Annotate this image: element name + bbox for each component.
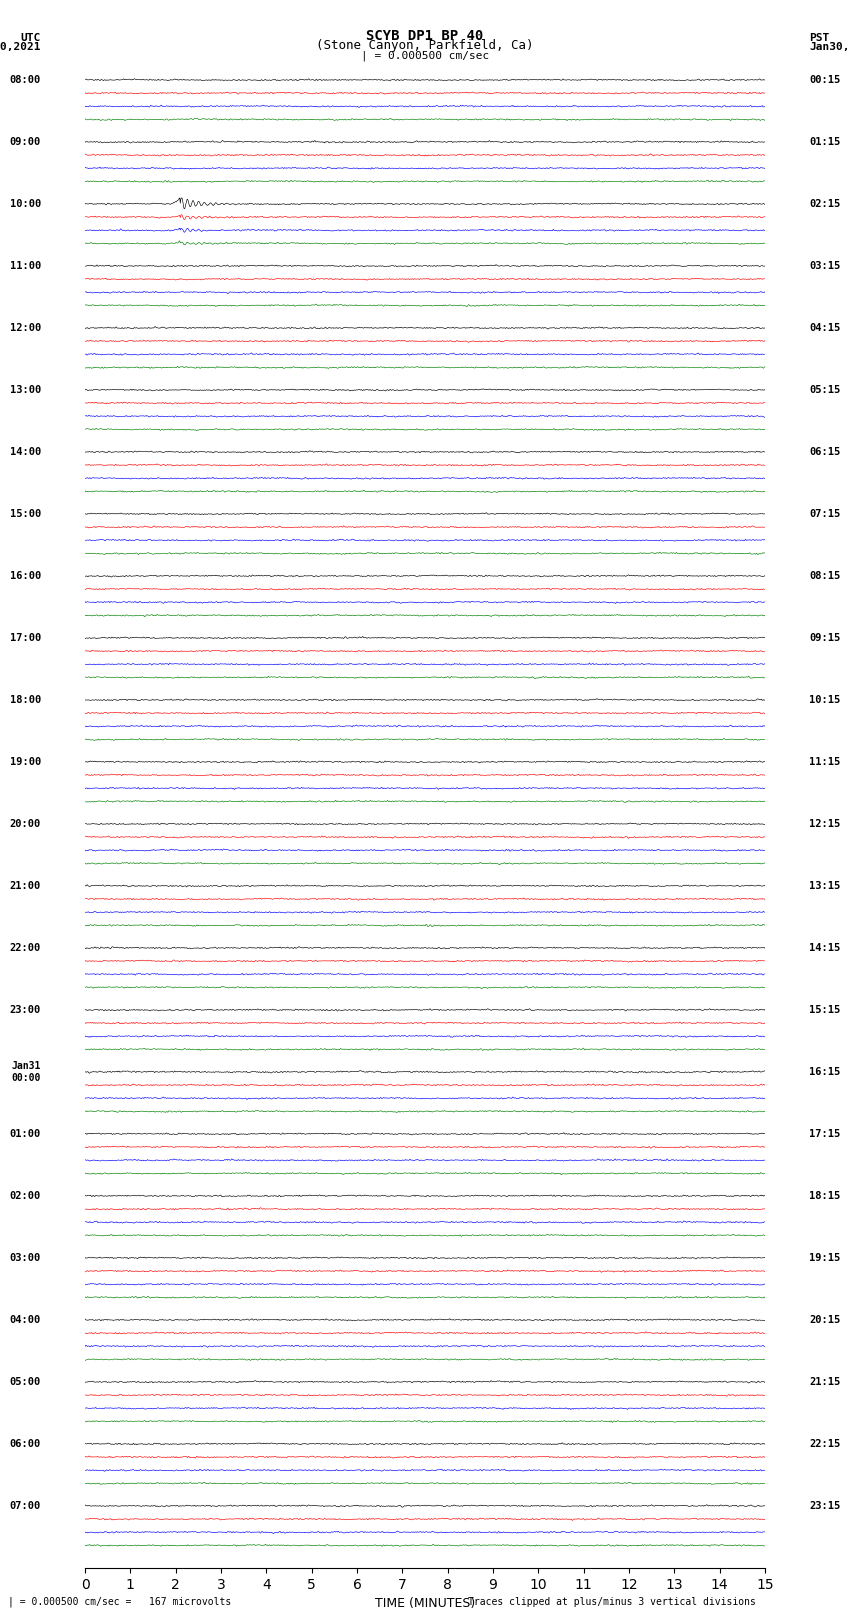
Text: 10:00: 10:00 [9, 198, 41, 210]
Text: 09:00: 09:00 [9, 137, 41, 147]
Text: 12:00: 12:00 [9, 323, 41, 332]
Text: 19:00: 19:00 [9, 756, 41, 766]
Text: 08:00: 08:00 [9, 74, 41, 85]
Text: 06:00: 06:00 [9, 1439, 41, 1448]
Text: 20:15: 20:15 [809, 1315, 841, 1324]
Text: 19:15: 19:15 [809, 1253, 841, 1263]
Text: PST: PST [809, 34, 830, 44]
Text: 04:15: 04:15 [809, 323, 841, 332]
Text: 06:15: 06:15 [809, 447, 841, 456]
Text: 03:15: 03:15 [809, 261, 841, 271]
Text: 21:00: 21:00 [9, 881, 41, 890]
Text: Jan30,2021: Jan30,2021 [0, 42, 41, 52]
Text: (Stone Canyon, Parkfield, Ca): (Stone Canyon, Parkfield, Ca) [316, 39, 534, 52]
Text: 02:15: 02:15 [809, 198, 841, 210]
Text: 14:15: 14:15 [809, 944, 841, 953]
Text: 17:15: 17:15 [809, 1129, 841, 1139]
Text: Jan30,2021: Jan30,2021 [809, 42, 850, 52]
Text: 11:15: 11:15 [809, 756, 841, 766]
Text: 23:00: 23:00 [9, 1005, 41, 1015]
Text: 22:15: 22:15 [809, 1439, 841, 1448]
Text: 13:00: 13:00 [9, 386, 41, 395]
Text: 01:15: 01:15 [809, 137, 841, 147]
Text: 07:15: 07:15 [809, 508, 841, 519]
Text: 05:15: 05:15 [809, 386, 841, 395]
Text: 01:00: 01:00 [9, 1129, 41, 1139]
Text: 11:00: 11:00 [9, 261, 41, 271]
Text: 17:00: 17:00 [9, 632, 41, 644]
Text: 15:00: 15:00 [9, 508, 41, 519]
Text: 00:15: 00:15 [809, 74, 841, 85]
Text: Traces clipped at plus/minus 3 vertical divisions: Traces clipped at plus/minus 3 vertical … [468, 1597, 756, 1607]
Text: 08:15: 08:15 [809, 571, 841, 581]
Text: 22:00: 22:00 [9, 944, 41, 953]
Text: 02:00: 02:00 [9, 1190, 41, 1200]
Text: 07:00: 07:00 [9, 1500, 41, 1511]
Text: 14:00: 14:00 [9, 447, 41, 456]
Text: SCYB DP1 BP 40: SCYB DP1 BP 40 [366, 29, 484, 44]
Text: UTC: UTC [20, 34, 41, 44]
Text: 18:00: 18:00 [9, 695, 41, 705]
Text: 21:15: 21:15 [809, 1378, 841, 1387]
Text: 13:15: 13:15 [809, 881, 841, 890]
Text: 05:00: 05:00 [9, 1378, 41, 1387]
Text: Jan31
00:00: Jan31 00:00 [11, 1061, 41, 1082]
Text: | = 0.000500 cm/sec =   167 microvolts: | = 0.000500 cm/sec = 167 microvolts [8, 1595, 232, 1607]
Text: 18:15: 18:15 [809, 1190, 841, 1200]
Text: 16:00: 16:00 [9, 571, 41, 581]
Text: 09:15: 09:15 [809, 632, 841, 644]
Text: 15:15: 15:15 [809, 1005, 841, 1015]
Text: 16:15: 16:15 [809, 1066, 841, 1077]
Text: 04:00: 04:00 [9, 1315, 41, 1324]
Text: 10:15: 10:15 [809, 695, 841, 705]
Text: 23:15: 23:15 [809, 1500, 841, 1511]
Text: | = 0.000500 cm/sec: | = 0.000500 cm/sec [361, 50, 489, 61]
X-axis label: TIME (MINUTES): TIME (MINUTES) [375, 1597, 475, 1610]
Text: 03:00: 03:00 [9, 1253, 41, 1263]
Text: 12:15: 12:15 [809, 819, 841, 829]
Text: 20:00: 20:00 [9, 819, 41, 829]
